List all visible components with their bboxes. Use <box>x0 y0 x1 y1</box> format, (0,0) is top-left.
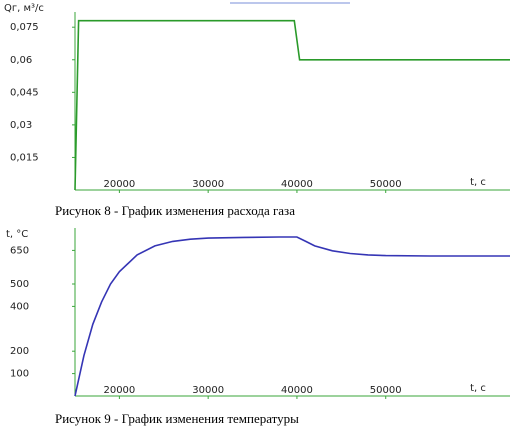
y-tick-label: 200 <box>10 346 29 357</box>
x-axis-label: t, c <box>470 383 486 394</box>
y-tick-label: 0,06 <box>10 55 32 66</box>
x-tick-label: 20000 <box>103 385 135 396</box>
y-tick-label: 500 <box>10 279 29 290</box>
figure-caption: Рисунок 8 - График изменения расхода газ… <box>55 203 295 218</box>
y-tick-label: 400 <box>10 301 29 312</box>
y-tick-label: 0,045 <box>10 87 39 98</box>
y-tick-label: 650 <box>10 245 29 256</box>
y-tick-label: 100 <box>10 369 29 380</box>
y-tick-label: 0,075 <box>10 22 39 33</box>
x-tick-label: 30000 <box>192 179 224 190</box>
figure-caption: Рисунок 9 - График изменения температуры <box>55 411 299 426</box>
x-tick-label: 50000 <box>370 385 402 396</box>
x-tick-label: 30000 <box>192 385 224 396</box>
data-line <box>74 236 510 397</box>
x-axis-label: t, c <box>470 177 486 188</box>
y-axis-label: Qг, м³/с <box>4 3 44 14</box>
x-tick-label: 20000 <box>103 179 135 190</box>
y-tick-label: 0,015 <box>10 152 39 163</box>
data-line <box>74 19 510 191</box>
y-axis-label: t, °C <box>6 229 28 240</box>
x-tick-label: 50000 <box>370 179 402 190</box>
y-tick-label: 0,03 <box>10 120 32 131</box>
x-tick-label: 40000 <box>281 179 313 190</box>
x-tick-label: 40000 <box>281 385 313 396</box>
